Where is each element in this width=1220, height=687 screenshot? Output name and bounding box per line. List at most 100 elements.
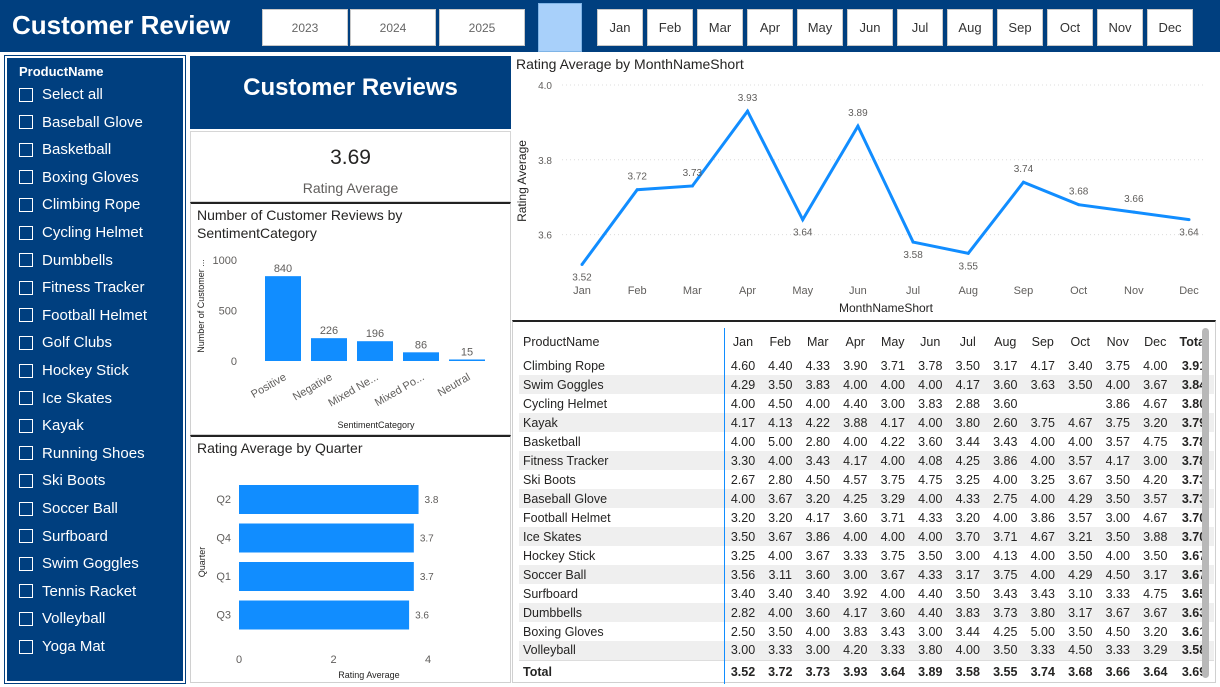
checkbox[interactable] [19, 142, 33, 157]
product-option[interactable]: Basketball [19, 141, 111, 158]
checkbox[interactable] [19, 391, 33, 406]
column-header[interactable]: Jul [959, 335, 976, 349]
column-header[interactable]: Dec [1144, 335, 1167, 349]
column-header[interactable]: Feb [769, 335, 792, 349]
table-row[interactable]: Boxing Gloves 2.50 3.50 4.00 3.83 3.43 3.00 3.4… [519, 622, 1214, 641]
x-tick-label: Feb [628, 285, 647, 297]
column-header[interactable]: ProductName [519, 328, 725, 356]
product-option[interactable]: Yoga Mat [19, 638, 105, 655]
product-option[interactable]: Surfboard [19, 528, 108, 545]
product-option[interactable]: Football Helmet [19, 307, 147, 324]
product-option[interactable]: Golf Clubs [19, 334, 112, 351]
x-tick-label: Aug [958, 285, 978, 297]
checkbox[interactable] [19, 418, 33, 433]
year-button[interactable]: 2024 [350, 9, 436, 46]
column-header[interactable]: Oct [1070, 335, 1090, 349]
product-option[interactable]: Cycling Helmet [19, 224, 143, 241]
month-button[interactable]: Mar [697, 9, 743, 46]
product-option[interactable]: Kayak [19, 417, 84, 434]
column-header[interactable]: Jan [732, 335, 754, 349]
checkbox[interactable] [19, 446, 33, 461]
month-button[interactable]: Apr [747, 9, 793, 46]
product-option[interactable]: Ski Boots [19, 472, 105, 489]
month-button[interactable]: Aug [947, 9, 993, 46]
checkbox[interactable] [19, 501, 33, 516]
product-month-matrix[interactable]: ProductName Jan Feb Mar Apr May Jun Jul Aug Sep Oc… [512, 320, 1216, 684]
checkbox[interactable] [19, 363, 33, 378]
checkbox[interactable] [19, 473, 33, 488]
month-line-chart-panel[interactable]: Rating Average by MonthNameShort 3.6 3.8 4… [512, 53, 1216, 319]
column-header[interactable]: Total [1179, 335, 1209, 349]
table-row[interactable]: Climbing Rope 4.60 4.40 4.33 3.90 3.71 3.78 3.5… [519, 356, 1214, 375]
checkbox[interactable] [19, 584, 33, 599]
table-row[interactable]: Surfboard 3.40 3.40 3.40 3.92 4.00 4.40 3.50 3.4… [519, 584, 1214, 603]
product-option[interactable]: Select all [19, 86, 103, 103]
column-header[interactable]: Aug [994, 335, 1017, 349]
month-button[interactable]: Oct [1047, 9, 1093, 46]
checkbox[interactable] [19, 529, 33, 544]
table-cell: 3.33 [1105, 586, 1130, 601]
slicer-highlight-block[interactable] [538, 3, 582, 52]
total-cell: 3.64 [1136, 659, 1174, 684]
table-row[interactable]: Ski Boots 2.67 2.80 4.50 4.57 3.75 4.75 3.25 4.0… [519, 470, 1214, 489]
product-option[interactable]: Baseball Glove [19, 114, 143, 131]
column-header[interactable]: Nov [1106, 335, 1129, 349]
checkbox[interactable] [19, 253, 33, 268]
table-row[interactable]: Baseball Glove 4.00 3.67 3.20 4.25 3.29 4.00 4.… [519, 489, 1214, 508]
product-option[interactable]: Soccer Ball [19, 500, 118, 517]
table-row[interactable]: Ice Skates 3.50 3.67 3.86 4.00 4.00 4.00 3.70 3.… [519, 527, 1214, 546]
data-point [1187, 218, 1191, 222]
table-row[interactable]: Football Helmet 3.20 3.20 4.17 3.60 3.71 4.33 3… [519, 508, 1214, 527]
column-header[interactable]: Mar [806, 335, 829, 349]
table-row[interactable]: Kayak 4.17 4.13 4.22 3.88 4.17 4.00 3.80 2.60 3.7… [519, 413, 1214, 432]
table-row[interactable]: Fitness Tracker 3.30 4.00 3.43 4.17 4.00 4.08 4… [519, 451, 1214, 470]
column-header[interactable]: May [880, 335, 905, 349]
product-option[interactable]: Running Shoes [19, 445, 145, 462]
checkbox[interactable] [19, 308, 33, 323]
month-button[interactable]: May [797, 9, 843, 46]
product-option[interactable]: Ice Skates [19, 390, 112, 407]
table-row[interactable]: Swim Goggles 4.29 3.50 3.83 4.00 4.00 4.00 4.17… [519, 375, 1214, 394]
product-option[interactable]: Hockey Stick [19, 362, 129, 379]
column-header[interactable]: Apr [845, 335, 865, 349]
month-button[interactable]: Sep [997, 9, 1043, 46]
table-cell: 2.80 [768, 472, 793, 487]
table-row[interactable]: Cycling Helmet 4.00 4.50 4.00 4.40 3.00 3.83 2.… [519, 394, 1214, 413]
checkbox[interactable] [19, 225, 33, 240]
column-header[interactable]: Sep [1031, 335, 1054, 349]
checkbox[interactable] [19, 115, 33, 130]
checkbox[interactable] [19, 639, 33, 654]
table-row[interactable]: Soccer Ball 3.56 3.11 3.60 3.00 3.67 4.33 3.17 3… [519, 565, 1214, 584]
quarter-chart-panel[interactable]: Rating Average by Quarter 0 2 4 3.8 Q2 3.7 Q4 3… [190, 435, 511, 683]
product-option[interactable]: Volleyball [19, 610, 105, 627]
table-scrollbar[interactable] [1202, 328, 1209, 678]
checkbox[interactable] [19, 611, 33, 626]
month-button[interactable]: Jan [597, 9, 643, 46]
product-option[interactable]: Swim Goggles [19, 555, 139, 572]
year-button[interactable]: 2025 [439, 9, 525, 46]
checkbox[interactable] [19, 556, 33, 571]
product-option[interactable]: Dumbbells [19, 252, 113, 269]
month-button[interactable]: Nov [1097, 9, 1143, 46]
checkbox[interactable] [19, 197, 33, 212]
table-row[interactable]: Volleyball 3.00 3.33 3.00 4.20 3.33 3.80 4.00 3.… [519, 641, 1214, 660]
month-button[interactable]: Jul [897, 9, 943, 46]
month-button[interactable]: Feb [647, 9, 693, 46]
product-option[interactable]: Climbing Rope [19, 196, 140, 213]
checkbox[interactable] [19, 280, 33, 295]
product-option[interactable]: Boxing Gloves [19, 169, 139, 186]
column-header[interactable]: Jun [920, 335, 941, 349]
product-option[interactable]: Fitness Tracker [19, 279, 145, 296]
product-option[interactable]: Tennis Racket [19, 583, 136, 600]
checkbox[interactable] [19, 335, 33, 350]
year-button[interactable]: 2023 [262, 9, 348, 46]
checkbox[interactable] [19, 87, 33, 102]
checkbox[interactable] [19, 170, 33, 185]
sentiment-chart-panel[interactable]: Number of Customer Reviews by SentimentC… [190, 202, 511, 435]
rating-average-kpi[interactable]: 3.69 Rating Average [190, 131, 511, 202]
month-button[interactable]: Jun [847, 9, 893, 46]
table-row[interactable]: Hockey Stick 3.25 4.00 3.67 3.33 3.75 3.50 3.00… [519, 546, 1214, 565]
table-row[interactable]: Dumbbells 2.82 4.00 3.60 4.17 3.60 4.40 3.83 3.7… [519, 603, 1214, 622]
table-row[interactable]: Basketball 4.00 5.00 2.80 4.00 4.22 3.60 3.44 3.… [519, 432, 1214, 451]
month-button[interactable]: Dec [1147, 9, 1193, 46]
